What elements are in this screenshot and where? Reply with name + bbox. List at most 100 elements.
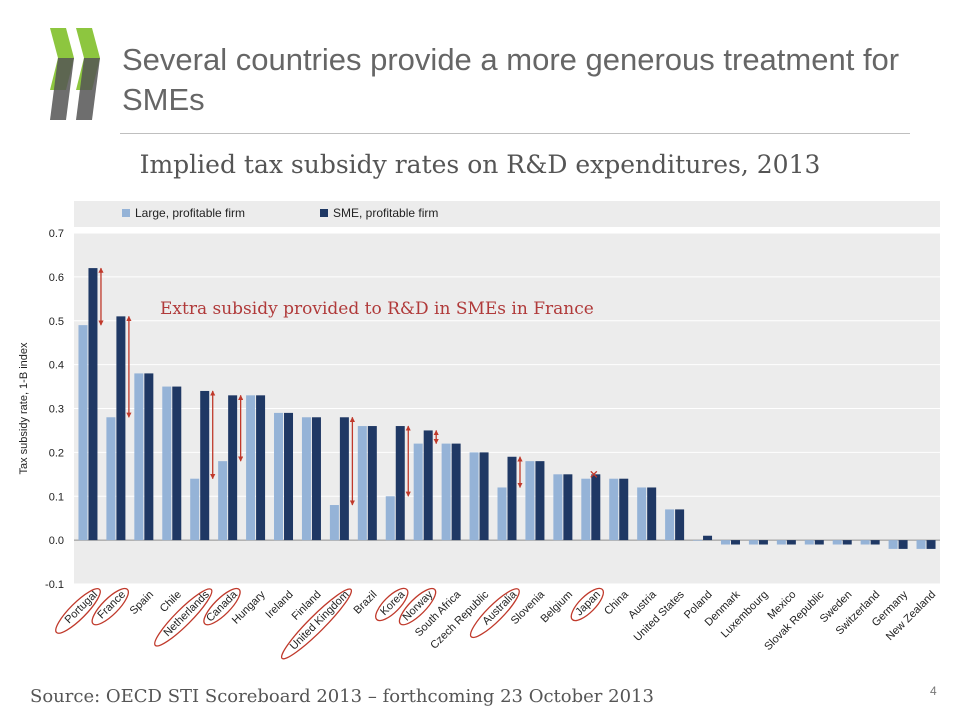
x-tick-group: Brazil bbox=[352, 589, 380, 617]
bar-large-firm bbox=[804, 540, 814, 545]
legend-label: Large, profitable firm bbox=[135, 206, 245, 220]
bar-large-firm bbox=[832, 540, 842, 545]
bar-sme-firm bbox=[339, 417, 349, 541]
x-tick-label: Spain bbox=[128, 589, 156, 617]
bar-sme-firm bbox=[311, 417, 321, 541]
y-tick-label: 0.7 bbox=[49, 228, 64, 240]
y-tick-label: -0.1 bbox=[45, 579, 64, 591]
bar-large-firm bbox=[553, 474, 563, 541]
bar-sme-firm bbox=[926, 540, 936, 549]
slide-title: Several countries provide a more generou… bbox=[122, 42, 900, 117]
legend-label: SME, profitable firm bbox=[333, 206, 438, 220]
x-tick-label: New Zealand bbox=[884, 589, 938, 643]
bar-sme-firm bbox=[200, 390, 210, 541]
bar-sme-firm bbox=[535, 461, 545, 541]
bar-large-firm bbox=[581, 478, 591, 541]
bar-large-firm bbox=[357, 426, 367, 541]
y-tick-label: 0.4 bbox=[49, 360, 64, 372]
bar-sme-firm bbox=[423, 430, 433, 541]
highlight-oval bbox=[570, 587, 605, 622]
x-tick-group: Spain bbox=[128, 589, 156, 617]
x-tick-group: United States bbox=[632, 588, 688, 644]
bar-large-firm bbox=[162, 386, 172, 541]
bar-large-firm bbox=[106, 417, 116, 541]
page-number: 4 bbox=[930, 684, 937, 698]
bar-large-firm bbox=[776, 540, 786, 545]
highlight-oval bbox=[280, 588, 353, 660]
bar-large-firm bbox=[609, 478, 619, 541]
bar-sme-firm bbox=[870, 540, 880, 545]
bar-large-firm bbox=[441, 443, 451, 541]
bar-large-firm bbox=[693, 540, 703, 541]
bar-large-firm bbox=[860, 540, 870, 545]
bar-sme-firm bbox=[395, 426, 405, 541]
bar-sme-firm bbox=[116, 316, 126, 541]
bar-large-firm bbox=[385, 496, 395, 541]
bar-large-firm bbox=[748, 540, 758, 545]
legend-swatch bbox=[122, 209, 130, 217]
bar-sme-firm bbox=[144, 373, 154, 541]
y-tick-label: 0.0 bbox=[49, 535, 64, 547]
bar-large-firm bbox=[218, 461, 228, 541]
bar-large-firm bbox=[274, 412, 284, 541]
y-tick-label: 0.3 bbox=[49, 404, 64, 416]
bar-sme-firm bbox=[228, 395, 238, 541]
bar-sme-firm bbox=[507, 456, 517, 541]
y-tick-label: 0.6 bbox=[49, 272, 64, 284]
bar-sme-firm bbox=[703, 535, 713, 541]
annotation-label: Extra subsidy provided to R&D in SMEs in… bbox=[160, 299, 594, 319]
bar-sme-firm bbox=[675, 509, 685, 541]
highlight-oval bbox=[154, 588, 213, 647]
legend-background bbox=[74, 201, 940, 227]
x-tick-group: Japan bbox=[570, 587, 605, 622]
x-tick-label: Portugal bbox=[63, 589, 100, 626]
bar-sme-firm bbox=[898, 540, 908, 549]
bar-large-firm bbox=[525, 461, 535, 541]
bar-large-firm bbox=[916, 540, 926, 549]
highlight-oval bbox=[203, 587, 241, 626]
bar-large-firm bbox=[190, 478, 200, 541]
bar-large-firm bbox=[469, 452, 479, 541]
bar-large-firm bbox=[78, 325, 88, 541]
bar-sme-firm bbox=[814, 540, 824, 545]
difference-marker bbox=[590, 470, 598, 478]
source-note: Source: OECD STI Scoreboard 2013 – forth… bbox=[30, 686, 654, 707]
bar-sme-firm bbox=[619, 478, 629, 541]
y-tick-label: 0.1 bbox=[49, 491, 64, 503]
bar-chart: Large, profitable firm SME, profitable fi… bbox=[18, 201, 940, 660]
bar-sme-firm bbox=[367, 426, 377, 541]
oecd-logo bbox=[50, 28, 100, 120]
x-tick-label: Brazil bbox=[352, 589, 380, 617]
logo-chevron-right-shadow bbox=[76, 58, 100, 120]
bar-large-firm bbox=[665, 509, 675, 541]
bar-large-firm bbox=[329, 505, 339, 541]
bar-large-firm bbox=[888, 540, 898, 549]
bar-sme-firm bbox=[842, 540, 852, 545]
bar-sme-firm bbox=[786, 540, 796, 545]
bar-sme-firm bbox=[256, 395, 266, 541]
bar-large-firm bbox=[637, 487, 647, 541]
logo-chevron-left-shadow bbox=[50, 58, 74, 120]
bar-sme-firm bbox=[647, 487, 657, 541]
highlight-oval bbox=[55, 588, 101, 634]
legend-swatch bbox=[320, 209, 328, 217]
bar-sme-firm bbox=[591, 474, 601, 541]
x-tick-label: United States bbox=[632, 588, 688, 644]
bar-large-firm bbox=[134, 373, 144, 541]
bar-sme-firm bbox=[563, 474, 573, 541]
title-divider bbox=[120, 133, 910, 134]
highlight-oval bbox=[375, 587, 409, 622]
bar-large-firm bbox=[720, 540, 730, 545]
x-tick-group: New Zealand bbox=[884, 589, 938, 643]
y-tick-label: 0.2 bbox=[49, 447, 64, 459]
highlight-oval bbox=[91, 587, 129, 626]
bar-large-firm bbox=[301, 417, 311, 541]
bar-sme-firm bbox=[730, 540, 740, 545]
bar-sme-firm bbox=[451, 443, 461, 541]
bar-large-firm bbox=[413, 443, 423, 541]
bar-large-firm bbox=[246, 395, 256, 541]
bar-sme-firm bbox=[479, 452, 489, 541]
bar-sme-firm bbox=[172, 386, 182, 541]
y-tick-label: 0.5 bbox=[49, 316, 64, 328]
chart-title: Implied tax subsidy rates on R&D expendi… bbox=[139, 150, 821, 179]
